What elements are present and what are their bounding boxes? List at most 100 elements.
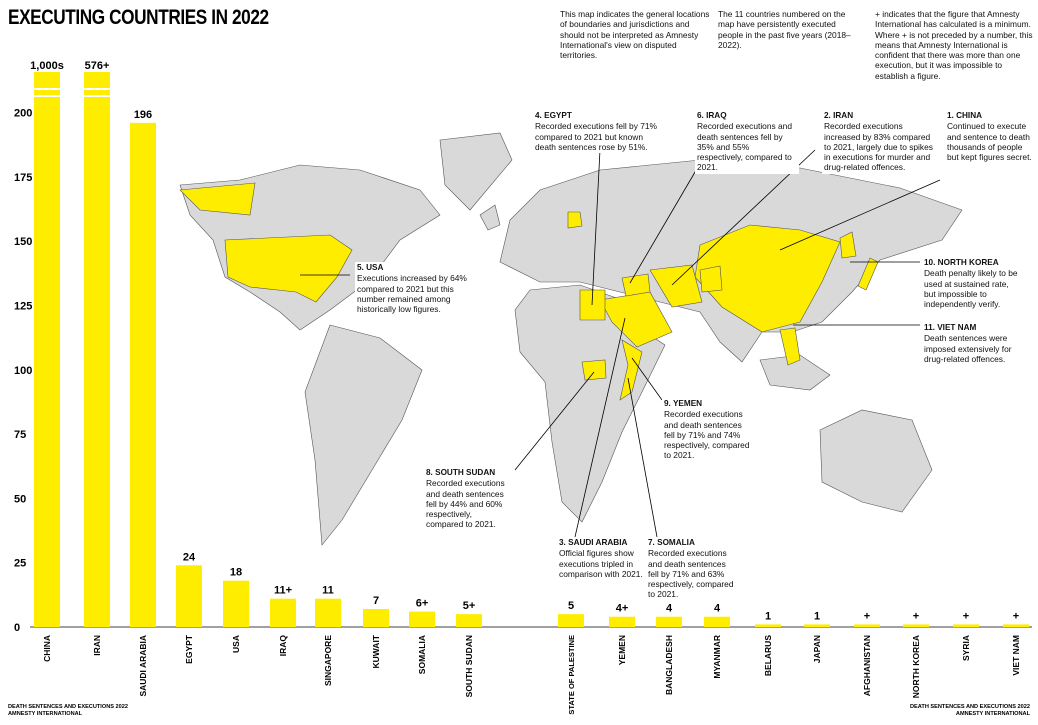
bar xyxy=(176,565,202,627)
value-label: + xyxy=(1013,610,1019,622)
value-label: 11 xyxy=(322,585,334,597)
annotation-title: 1. CHINA xyxy=(947,111,983,120)
bar xyxy=(363,608,389,627)
annotation: 8. SOUTH SUDAN Recorded executions and de… xyxy=(424,467,513,531)
x-tick-label: IRAQ xyxy=(278,635,288,657)
bar xyxy=(1003,624,1029,627)
annotation-text: Recorded executions and death sentences … xyxy=(697,121,792,173)
x-tick-label: MYANMAR xyxy=(712,635,722,679)
bar xyxy=(130,122,156,628)
annotation: 11. VIET NAM Death sentences were imposed… xyxy=(922,322,1026,366)
annotation-text: Recorded executions and death sentences … xyxy=(426,478,505,530)
x-tick-label: STATE OF PALESTINE xyxy=(567,635,576,715)
y-tick-label: 50 xyxy=(14,493,26,505)
axis-break xyxy=(83,95,111,97)
annotation-text: Recorded executions and death sentences … xyxy=(648,548,734,600)
footer-text: DEATH SENTENCES AND EXECUTIONS 2022 xyxy=(910,704,1030,710)
annotation: 10. NORTH KOREA Death penalty likely to b… xyxy=(922,257,1021,311)
bars xyxy=(34,72,1029,628)
value-label: 1 xyxy=(814,610,820,622)
x-tick-label: KUWAIT xyxy=(371,634,381,668)
value-label: 4 xyxy=(714,603,721,615)
bar xyxy=(804,624,830,627)
bar xyxy=(609,616,635,627)
annotation: 5. USA Executions increased by 64% compar… xyxy=(355,262,484,316)
y-tick-label: 175 xyxy=(14,172,32,184)
value-label: + xyxy=(864,610,870,622)
x-tick-label: BELARUS xyxy=(763,635,773,676)
bar xyxy=(409,611,435,627)
annotation-text: Death sentences were imposed extensively… xyxy=(924,333,1012,364)
annotation-title: 9. YEMEN xyxy=(664,399,703,408)
x-tick-label: CHINA xyxy=(42,635,52,662)
annotation-title: 10. NORTH KOREA xyxy=(924,258,999,267)
annotation: 7. SOMALIA Recorded executions and death … xyxy=(646,537,738,601)
annotation-text: Executions increased by 64% compared to … xyxy=(357,273,467,315)
annotation-title: 11. VIET NAM xyxy=(924,323,977,332)
value-label: 11+ xyxy=(274,585,292,597)
y-tick-label: 125 xyxy=(14,300,32,312)
value-label: 5+ xyxy=(463,600,476,612)
chart-title: EXECUTING COUNTRIES IN 2022 xyxy=(8,6,269,29)
x-tick-label: NORTH KOREA xyxy=(911,635,921,698)
x-tick-label: USA xyxy=(231,635,241,653)
x-tick-label: YEMEN xyxy=(617,635,627,665)
annotation-text: Official figures show executions tripled… xyxy=(559,548,643,579)
x-tick-label: SINGAPORE xyxy=(323,635,333,686)
value-label: + xyxy=(913,610,919,622)
annotation-text: Continued to execute and sentence to dea… xyxy=(947,121,1032,163)
x-tick-label: VIET NAM xyxy=(1011,635,1021,676)
y-tick-label: 75 xyxy=(14,429,26,441)
x-tick-label: SYRIA xyxy=(961,635,971,661)
bar xyxy=(84,72,110,628)
annotation: 1. CHINA Continued to execute and sentenc… xyxy=(945,110,1037,164)
annotation: 9. YEMEN Recorded executions and death se… xyxy=(662,398,756,462)
bar xyxy=(755,624,781,627)
bar xyxy=(558,614,584,627)
bar xyxy=(270,598,296,627)
value-label: 4+ xyxy=(616,603,629,615)
value-label: 7 xyxy=(373,595,379,607)
bar xyxy=(953,624,979,627)
x-tick-label: IRAN xyxy=(92,635,102,656)
annotation: 2. IRAN Recorded executions increased by … xyxy=(822,110,936,174)
annotation-title: 8. SOUTH SUDAN xyxy=(426,468,496,477)
annotation: 6. IRAQ Recorded executions and death sen… xyxy=(695,110,799,174)
bar xyxy=(854,624,880,627)
footer-text: DEATH SENTENCES AND EXECUTIONS 2022 xyxy=(8,704,128,710)
x-tick-label: SOUTH SUDAN xyxy=(464,635,474,697)
x-tick-label: EGYPT xyxy=(184,634,194,664)
annotation-title: 3. SAUDI ARABIA xyxy=(559,538,628,547)
bar xyxy=(704,616,730,627)
value-label: 6+ xyxy=(416,598,429,610)
y-tick-label: 200 xyxy=(14,108,32,120)
annotation-title: 2. IRAN xyxy=(824,111,854,120)
x-tick-label: AFGHANISTAN xyxy=(862,635,872,696)
axis-break xyxy=(33,88,61,90)
value-label: 1,000s xyxy=(30,60,64,72)
value-label: + xyxy=(963,610,969,622)
x-tick-label: JAPAN xyxy=(812,635,822,663)
world-map xyxy=(179,132,963,546)
footer-text: AMNESTY INTERNATIONAL xyxy=(955,711,1030,717)
value-label: 576+ xyxy=(85,60,110,72)
annotation-title: 5. USA xyxy=(357,263,384,272)
y-tick-label: 25 xyxy=(14,558,26,570)
footer-text: AMNESTY INTERNATIONAL xyxy=(8,711,83,717)
y-tick-label: 0 xyxy=(14,622,20,634)
leader-lines xyxy=(300,149,941,538)
value-label: 18 xyxy=(230,567,242,579)
annotation-title: 4. EGYPT xyxy=(535,111,572,120)
annotation: 3. SAUDI ARABIA Official figures show exe… xyxy=(557,537,649,581)
value-label: 196 xyxy=(134,109,152,121)
bar xyxy=(315,598,341,627)
bar xyxy=(223,580,249,627)
annotation-text: Death penalty likely to be used at susta… xyxy=(924,268,1018,310)
annotation-title: 7. SOMALIA xyxy=(648,538,695,547)
x-tick-label: SOMALIA xyxy=(417,635,427,674)
bar xyxy=(903,624,929,627)
annotation-title: 6. IRAQ xyxy=(697,111,727,120)
x-tick-label: BANGLADESH xyxy=(664,635,674,695)
